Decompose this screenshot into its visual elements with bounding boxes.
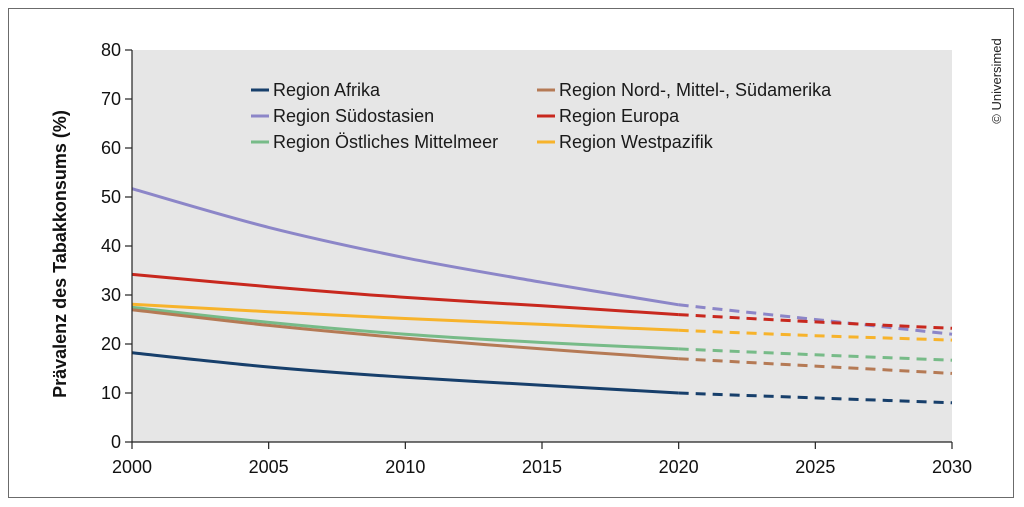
series-region-oestliches-mittelmeer-line xyxy=(131,305,679,351)
y-axis-title: Prävalenz des Tabakkonsums (%) xyxy=(50,110,70,398)
series-region-suedostasien-line xyxy=(131,187,679,307)
legend-label: Region Afrika xyxy=(273,80,381,100)
series-region-oestliches-mittelmeer-projection-line xyxy=(678,347,953,362)
x-tick-label: 2030 xyxy=(932,457,972,477)
y-tick-label: 70 xyxy=(101,89,121,109)
series-region-nord-mittel-suedamerika-line xyxy=(131,308,679,361)
y-tick-label: 80 xyxy=(101,40,121,60)
copyright-credit: © Universimed xyxy=(989,38,1004,123)
series-region-afrika-projection-line xyxy=(678,391,953,405)
legend-label: Region Westpazifik xyxy=(559,132,714,152)
plot-background xyxy=(132,50,952,442)
series-region-westpazifik-projection-line xyxy=(678,328,953,342)
x-tick-label: 2025 xyxy=(795,457,835,477)
y-tick-label: 40 xyxy=(101,236,121,256)
x-tick-label: 2020 xyxy=(659,457,699,477)
y-tick-label: 50 xyxy=(101,187,121,207)
series-region-europa-line xyxy=(131,272,679,317)
x-tick-label: 2015 xyxy=(522,457,562,477)
legend-label: Region Südostasien xyxy=(273,106,434,126)
x-tick-label: 2010 xyxy=(385,457,425,477)
series-region-nord-mittel-suedamerika-projection-line xyxy=(678,357,953,375)
legend-label: Region Östliches Mittelmeer xyxy=(273,132,498,152)
legend-label: Region Nord-, Mittel-, Südamerika xyxy=(559,80,832,100)
series-region-suedostasien-projection-line xyxy=(678,303,953,336)
x-tick-label: 2005 xyxy=(249,457,289,477)
figure-frame: 0 10 20 30 40 50 60 70 80 2000 2005 2010 2015 2020 20… xyxy=(8,8,1014,498)
x-tick-label: 2000 xyxy=(112,457,152,477)
legend-label: Region Europa xyxy=(559,106,680,126)
series-region-europa-projection-line xyxy=(678,313,953,330)
y-tick-label: 10 xyxy=(101,383,121,403)
series-region-afrika-line xyxy=(131,351,679,395)
y-tick-label: 20 xyxy=(101,334,121,354)
y-tick-label: 60 xyxy=(101,138,121,158)
y-tick-label: 30 xyxy=(101,285,121,305)
series-region-westpazifik-line xyxy=(131,302,679,332)
y-tick-label: 0 xyxy=(111,432,121,452)
